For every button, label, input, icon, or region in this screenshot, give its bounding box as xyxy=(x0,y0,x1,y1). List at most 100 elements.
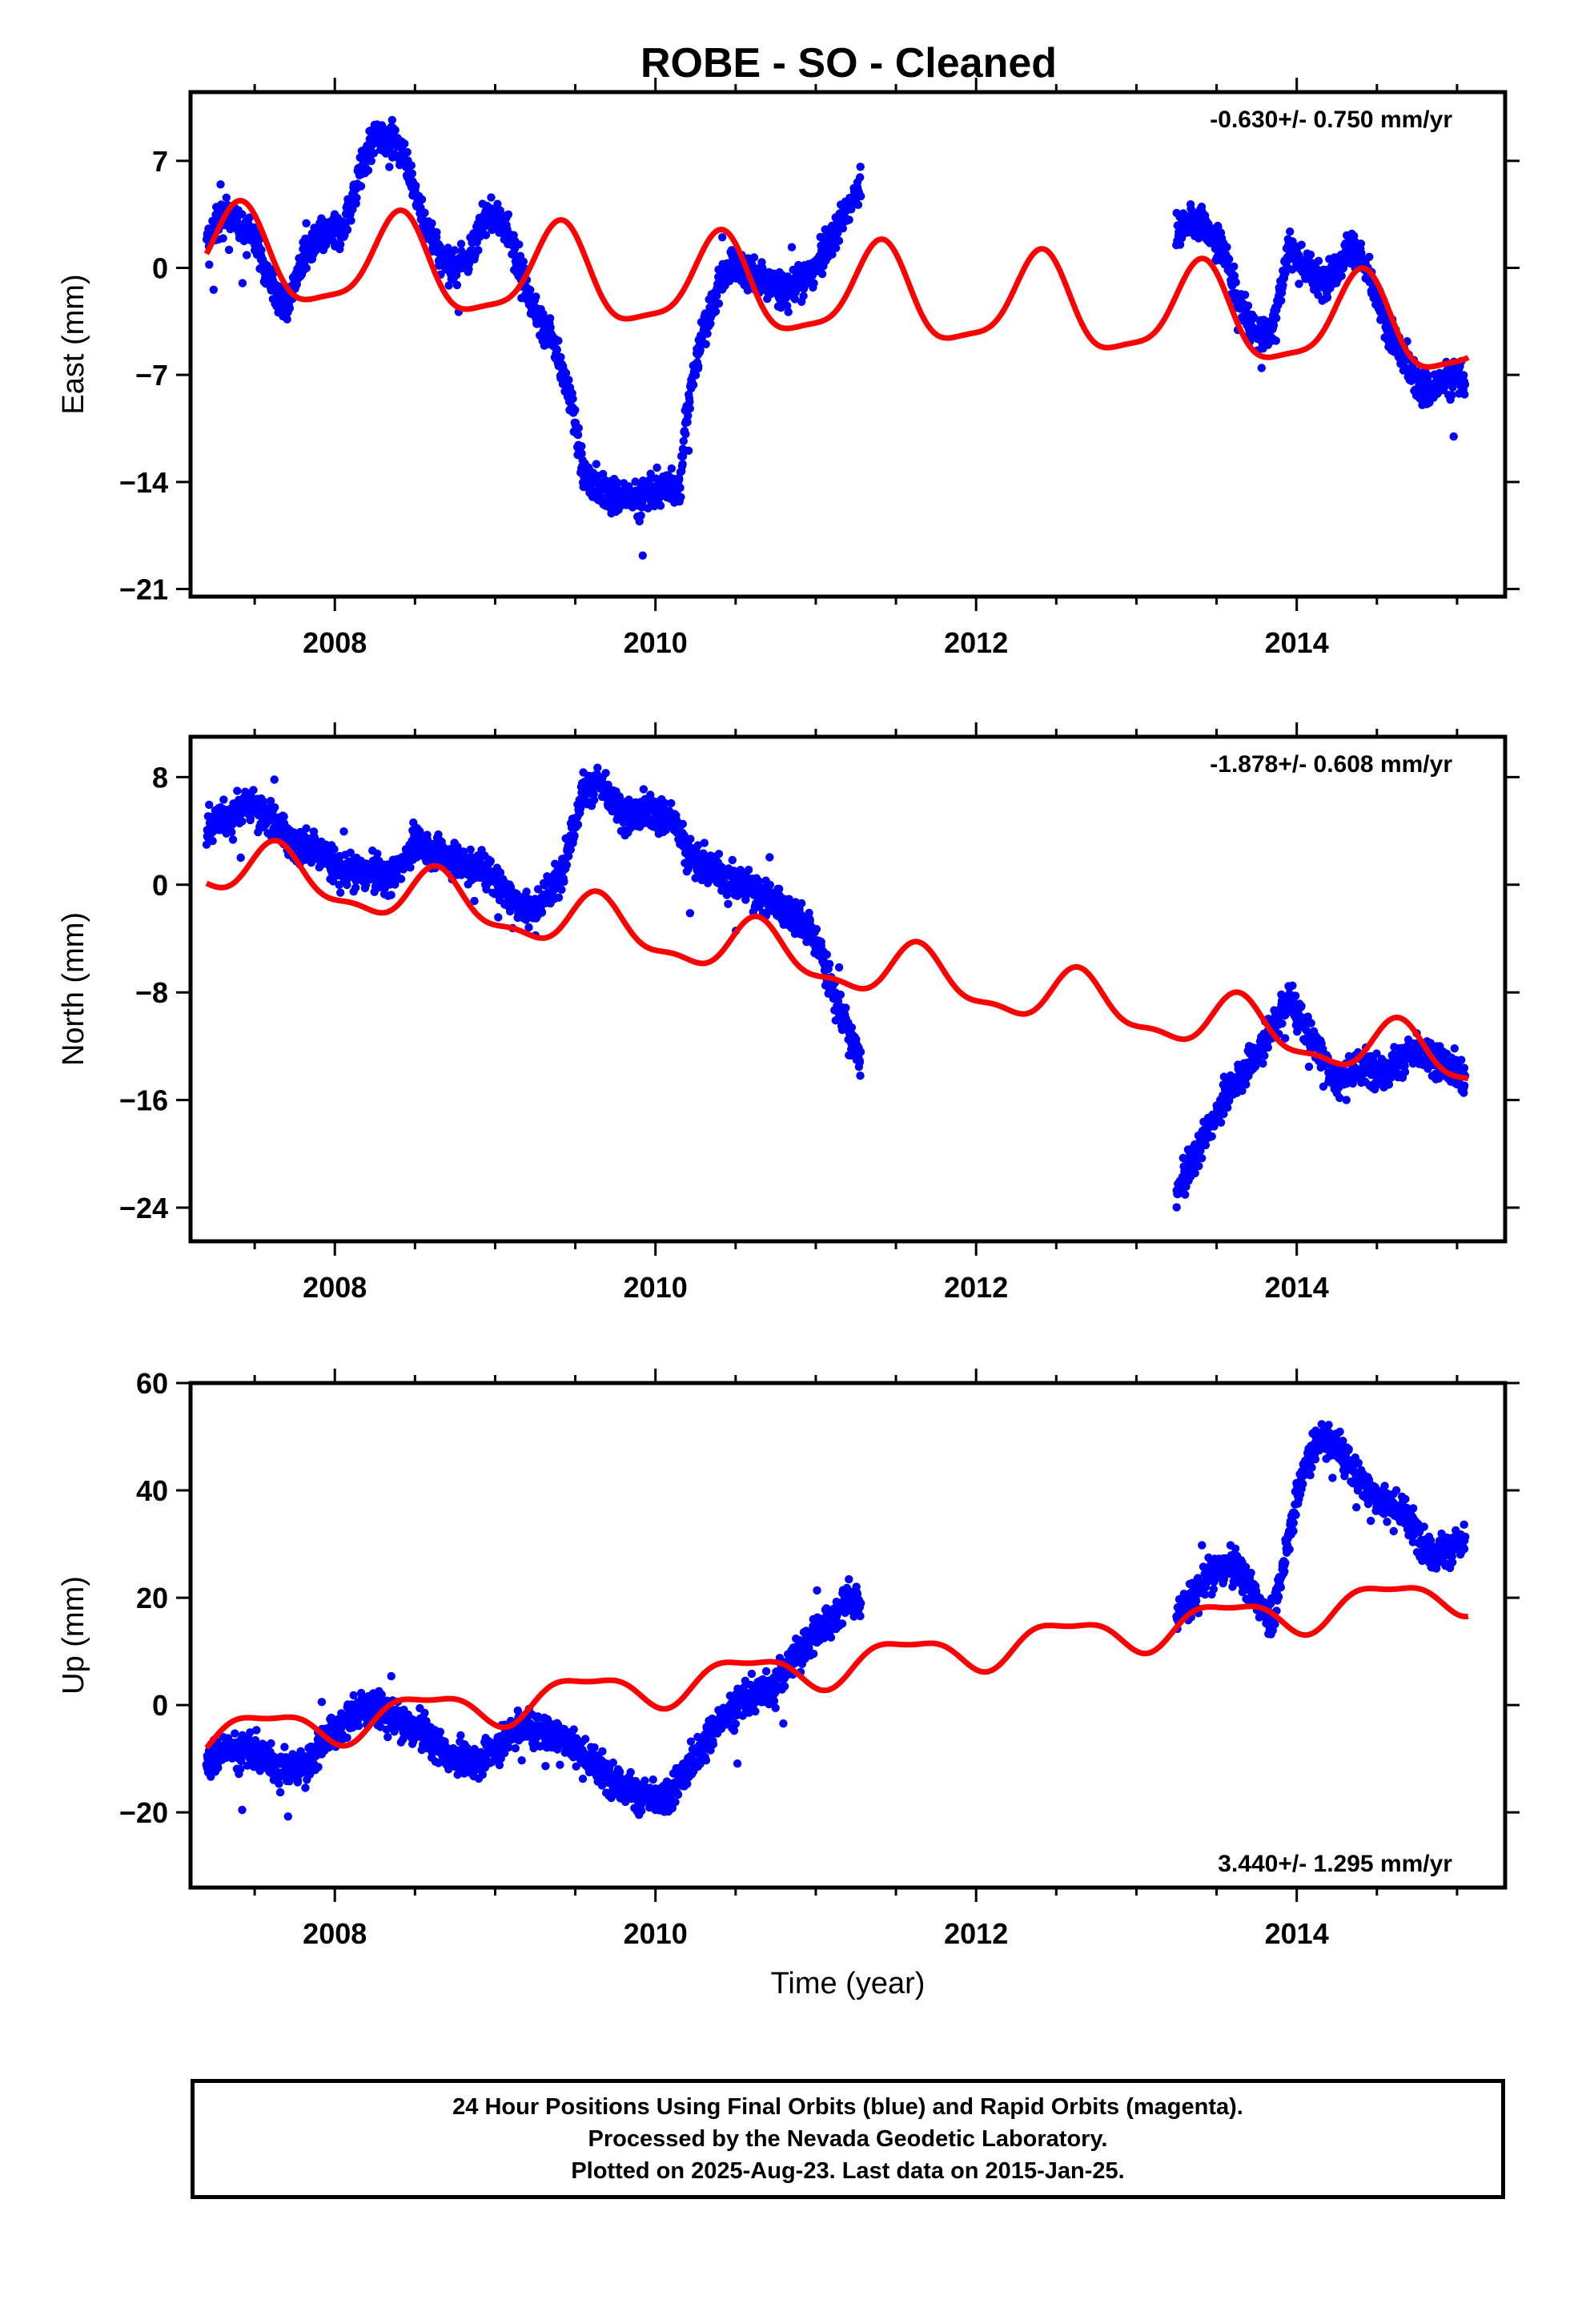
data-point xyxy=(391,126,400,135)
data-point xyxy=(403,147,412,157)
data-point xyxy=(724,899,733,909)
data-point xyxy=(799,292,808,300)
data-point xyxy=(474,246,483,255)
data-point xyxy=(1243,301,1253,310)
data-point xyxy=(470,896,479,906)
data-point xyxy=(701,340,710,348)
data-point xyxy=(577,442,586,451)
data-point xyxy=(279,812,288,821)
data-point xyxy=(302,219,311,227)
data-point xyxy=(1400,1068,1410,1076)
x-tick-label: 2008 xyxy=(303,626,367,659)
data-point xyxy=(817,269,827,279)
data-point xyxy=(1357,248,1366,258)
data-point xyxy=(407,161,416,170)
east-frame xyxy=(188,90,1508,599)
data-point xyxy=(1279,280,1287,290)
data-point xyxy=(1241,291,1250,300)
data-point xyxy=(1337,271,1346,280)
data-point xyxy=(834,236,844,245)
y-tick-label: −7 xyxy=(135,359,168,392)
data-point xyxy=(387,115,396,125)
data-point xyxy=(684,865,693,874)
data-point xyxy=(1223,243,1231,251)
data-point xyxy=(228,835,238,844)
data-point xyxy=(784,308,793,316)
data-point xyxy=(266,797,275,806)
data-point xyxy=(524,923,533,932)
data-point xyxy=(646,790,655,799)
data-point xyxy=(1281,269,1290,278)
data-point xyxy=(714,299,724,308)
data-point xyxy=(417,195,427,204)
data-point xyxy=(270,775,279,784)
data-point xyxy=(568,394,577,404)
data-point xyxy=(1269,320,1279,330)
data-point xyxy=(675,475,684,484)
data-point xyxy=(545,314,555,323)
data-point xyxy=(328,877,338,886)
data-point xyxy=(679,436,688,445)
data-point xyxy=(347,216,355,225)
data-point xyxy=(542,340,552,349)
data-point xyxy=(444,281,453,290)
data-point xyxy=(744,866,753,875)
data-point xyxy=(631,477,640,486)
data-point xyxy=(346,848,355,857)
data-point xyxy=(678,460,687,468)
data-point xyxy=(238,817,247,826)
data-point xyxy=(209,285,218,294)
data-point xyxy=(685,397,694,407)
data-point xyxy=(592,460,600,468)
data-point xyxy=(1457,1055,1466,1064)
data-point xyxy=(693,841,702,850)
data-point xyxy=(577,449,586,458)
data-point xyxy=(1225,255,1234,263)
data-point xyxy=(678,452,688,460)
data-point xyxy=(302,263,311,272)
data-point xyxy=(496,206,504,215)
data-point xyxy=(783,301,792,311)
data-point xyxy=(1450,1044,1460,1053)
data-point xyxy=(1372,1049,1381,1058)
data-point xyxy=(249,223,259,232)
data-point xyxy=(1288,237,1297,246)
data-point xyxy=(222,193,231,202)
data-point xyxy=(1242,1080,1251,1089)
data-point xyxy=(1196,1146,1205,1156)
data-point xyxy=(1424,371,1433,380)
data-point xyxy=(722,891,732,899)
data-point xyxy=(556,352,565,362)
data-point xyxy=(857,191,865,201)
data-point xyxy=(336,239,345,249)
data-point xyxy=(1365,252,1374,261)
data-point xyxy=(749,253,759,262)
data-point xyxy=(853,200,863,209)
data-point xyxy=(420,208,429,217)
data-point xyxy=(1303,1012,1312,1021)
data-point xyxy=(812,925,821,934)
data-point xyxy=(456,239,466,248)
data-point xyxy=(396,875,406,883)
data-point xyxy=(522,887,531,896)
data-point xyxy=(728,855,737,865)
data-point xyxy=(1231,278,1240,287)
data-point xyxy=(1286,227,1295,236)
data-point xyxy=(638,551,647,560)
data-point xyxy=(787,243,797,251)
data-point xyxy=(1306,250,1315,259)
data-point xyxy=(219,795,228,804)
data-point xyxy=(1259,1059,1267,1068)
data-point xyxy=(564,376,573,384)
data-point xyxy=(828,250,837,259)
data-point xyxy=(661,798,669,808)
data-point xyxy=(1335,1093,1344,1103)
data-point xyxy=(834,963,844,972)
data-point xyxy=(1304,1062,1314,1072)
data-point xyxy=(1250,313,1259,322)
data-point xyxy=(519,257,528,266)
data-point xyxy=(564,852,573,861)
data-point xyxy=(805,908,813,918)
data-point xyxy=(1460,390,1469,399)
